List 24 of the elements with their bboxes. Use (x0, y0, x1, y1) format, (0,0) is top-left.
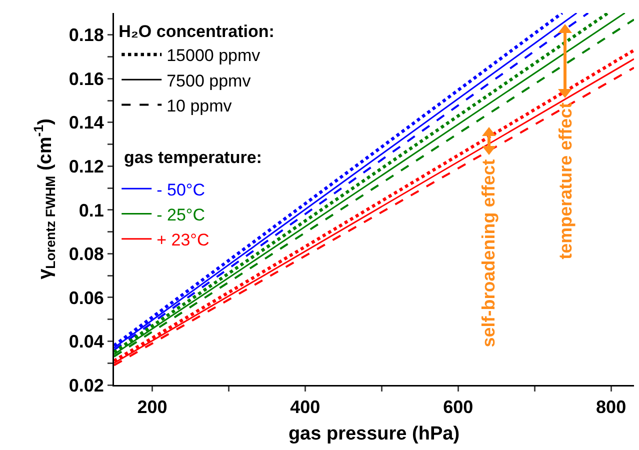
annotation: temperature effect (555, 102, 576, 260)
y-tick-label: 0.06 (68, 288, 104, 308)
legend-label: 7500 ppmv (166, 71, 252, 90)
x-tick-label: 200 (137, 397, 168, 418)
y-tick-label: 0.02 (68, 375, 104, 396)
legend-label: + 23°C (156, 230, 210, 250)
x-tick-label: 800 (596, 397, 626, 418)
y-tick-label: 0.12 (68, 156, 104, 176)
legend-title: H₂O concentration: (118, 22, 274, 41)
x-tick-label: 400 (290, 397, 320, 418)
y-tick-label: 0.04 (68, 332, 104, 352)
annotation: gas temperature: (124, 148, 262, 167)
legend-label: - 50°C (156, 180, 205, 200)
y-tick-label: 0.18 (68, 25, 104, 46)
x-axis-title: gas pressure (hPa) (288, 424, 460, 445)
annotation: self-broadening effect (478, 159, 499, 348)
y-tick-label: 0.16 (68, 68, 104, 89)
x-tick-label: 600 (443, 397, 474, 418)
legend-label: - 25°C (156, 205, 205, 224)
legend-label: 15000 ppmv (166, 46, 261, 66)
y-tick-label: 0.08 (68, 244, 104, 264)
legend-label: 10 ppmv (166, 96, 232, 116)
y-tick-label: 0.1 (78, 200, 104, 220)
y-tick-label: 0.14 (68, 112, 104, 133)
